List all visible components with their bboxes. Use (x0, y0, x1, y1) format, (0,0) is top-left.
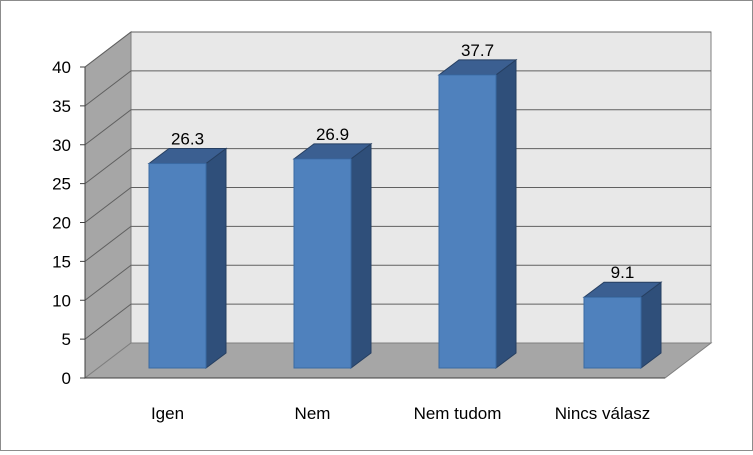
y-tick-label: 35 (52, 97, 71, 116)
data-labels: 26.3 26.9 37.7 9.1 (171, 41, 634, 282)
x-tick-label: Nem (295, 404, 331, 423)
y-tick-label: 20 (52, 214, 71, 233)
gridline (84, 70, 711, 107)
x-tick-label: Igen (151, 404, 184, 423)
x-tick-label: Nincs válasz (555, 404, 650, 423)
bar-1 (292, 142, 373, 369)
data-label: 9.1 (611, 263, 635, 282)
bar-side (495, 58, 517, 369)
bar-0 (147, 147, 228, 369)
y-tick-label: 10 (52, 291, 71, 310)
gridlines (80, 31, 711, 379)
y-axis-tick-labels: 0 5 10 15 20 25 30 35 40 (52, 58, 71, 388)
gridline (84, 187, 711, 223)
bar-3 (582, 281, 663, 369)
gridline (84, 264, 711, 301)
y-tick-label: 25 (52, 175, 71, 194)
bar-2 (437, 58, 518, 369)
x-axis-tick-labels: Igen Nem Nem tudom Nincs válasz (151, 404, 650, 423)
y-tick-label: 30 (52, 136, 71, 155)
data-label: 37.7 (461, 41, 494, 60)
gridline (84, 148, 711, 185)
y-tick-label: 0 (62, 369, 71, 388)
bar-front (293, 158, 352, 369)
gridline (84, 303, 711, 340)
gridline (84, 225, 711, 262)
bar-front (583, 296, 642, 369)
data-label: 26.3 (171, 130, 204, 149)
x-tick-label: Nem tudom (414, 404, 502, 423)
bar-front (438, 74, 497, 369)
bar-side (205, 147, 227, 369)
data-label: 26.9 (316, 125, 349, 144)
y-tick-label: 15 (52, 252, 71, 271)
y-tick-label: 40 (52, 58, 71, 77)
gridline (84, 31, 711, 68)
bar-side (350, 142, 372, 369)
bar-front (148, 163, 207, 369)
gridline (84, 109, 711, 146)
y-tick-label: 5 (62, 330, 71, 349)
bars (147, 58, 663, 369)
